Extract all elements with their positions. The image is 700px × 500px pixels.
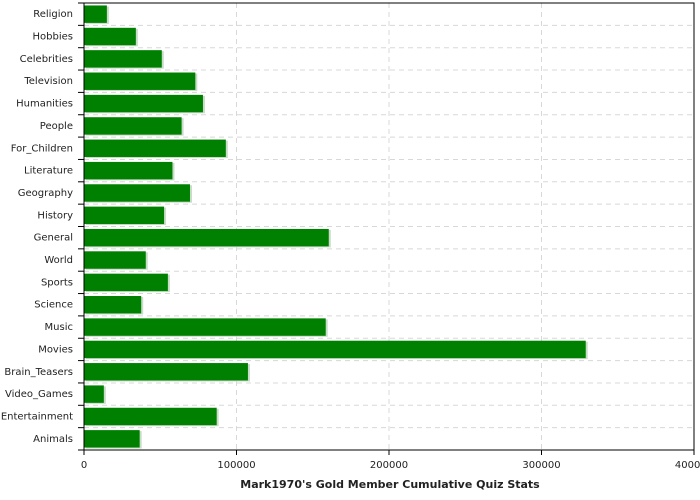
bar bbox=[84, 5, 107, 23]
chart-title: Mark1970's Gold Member Cumulative Quiz S… bbox=[240, 478, 540, 491]
y-tick-label: Television bbox=[23, 76, 73, 87]
y-tick-label: Geography bbox=[18, 188, 73, 199]
y-tick-label: Hobbies bbox=[33, 32, 73, 43]
y-tick-label: Video_Games bbox=[5, 389, 73, 400]
bar bbox=[84, 117, 182, 135]
x-tick-label: 300000 bbox=[522, 460, 560, 471]
y-tick-label: Entertainment bbox=[1, 411, 73, 422]
y-tick-label: Religion bbox=[33, 9, 73, 20]
y-tick-label: Movies bbox=[38, 344, 73, 355]
x-tick-label: 200000 bbox=[370, 460, 408, 471]
y-tick-label: For_Children bbox=[11, 143, 73, 154]
bar bbox=[84, 206, 165, 225]
y-tick-label: Animals bbox=[33, 434, 73, 445]
bar bbox=[84, 50, 162, 68]
y-tick-label: Celebrities bbox=[20, 54, 73, 65]
bar bbox=[84, 430, 140, 448]
y-tick-label: Science bbox=[34, 300, 73, 311]
bar bbox=[84, 72, 196, 90]
bar bbox=[84, 340, 586, 359]
y-tick-label: World bbox=[44, 255, 73, 266]
x-tick-label: 100000 bbox=[217, 460, 255, 471]
bar bbox=[84, 228, 329, 247]
bar bbox=[84, 251, 146, 269]
y-tick-label: People bbox=[40, 121, 73, 132]
y-tick-label: History bbox=[37, 210, 73, 221]
x-tick-label: 400000 bbox=[675, 460, 700, 471]
plot-border bbox=[83, 2, 695, 451]
bar bbox=[84, 139, 226, 157]
bar bbox=[84, 318, 326, 336]
y-tick-label: Brain_Teasers bbox=[4, 367, 73, 378]
y-tick-label: General bbox=[34, 233, 73, 244]
bar bbox=[84, 161, 173, 180]
y-tick-label: Sports bbox=[41, 277, 73, 288]
bar bbox=[84, 385, 104, 403]
bar bbox=[84, 184, 190, 202]
bar bbox=[84, 407, 217, 426]
bar bbox=[84, 363, 248, 381]
y-tick-label: Humanities bbox=[16, 99, 73, 110]
y-tick-label: Music bbox=[45, 322, 73, 333]
x-tick-label: 0 bbox=[81, 460, 87, 471]
bar bbox=[84, 94, 203, 113]
y-tick-label: Literature bbox=[24, 166, 73, 177]
bar bbox=[84, 296, 142, 314]
bar bbox=[84, 273, 168, 292]
bar bbox=[84, 27, 136, 46]
